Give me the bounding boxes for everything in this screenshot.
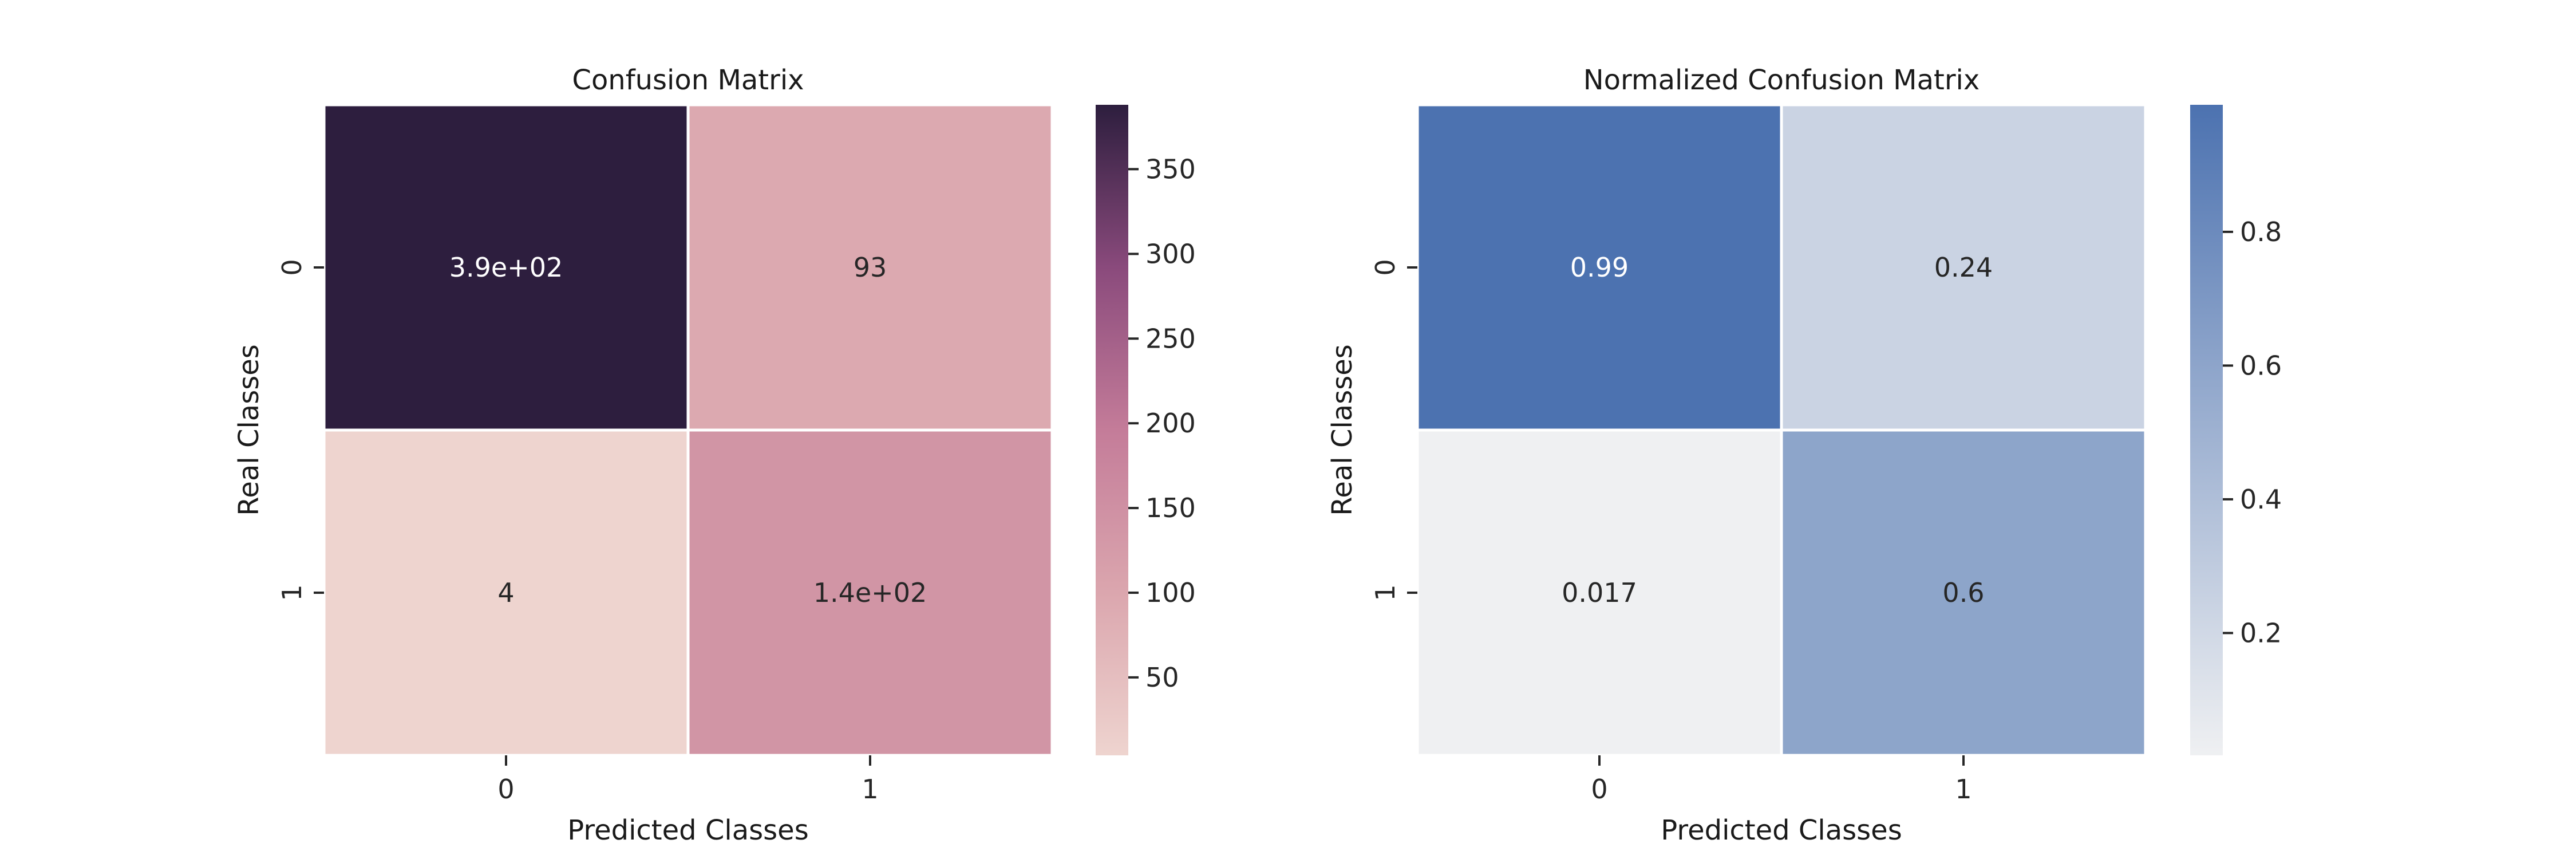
heatmap-cell-0-1 (1780, 103, 2147, 432)
x-tick-label: 1 (862, 774, 878, 805)
colorbar-tick-label: 300 (1145, 238, 1196, 269)
x-axis-label: Predicted Classes (567, 814, 808, 846)
chart-title: Normalized Confusion Matrix (1583, 64, 1980, 96)
y-axis-label: Real Classes (233, 344, 265, 516)
y-axis-label: Real Classes (1326, 344, 1358, 516)
y-tick-label: 0 (276, 259, 307, 275)
colorbar (2190, 105, 2223, 755)
x-tick-label: 1 (1955, 774, 1971, 805)
y-tick-label: 0 (1370, 259, 1401, 275)
heatmap-cell-0-0 (322, 103, 690, 432)
cell-annotation-0-1: 0.24 (1934, 252, 1993, 283)
colorbar-tick-label: 0.4 (2240, 484, 2282, 515)
colorbar-tick-label: 150 (1145, 492, 1196, 523)
colorbar-tick-label: 0.2 (2240, 617, 2282, 648)
colorbar-tick-label: 0.8 (2240, 216, 2282, 247)
colorbar-tick-label: 350 (1145, 153, 1196, 184)
x-tick-label: 0 (1591, 774, 1607, 805)
colorbar-tick-label: 100 (1145, 577, 1196, 608)
heatmap-cell-1-1 (686, 428, 1054, 757)
cell-annotation-1-1: 0.6 (1942, 577, 1984, 608)
x-axis-label: Predicted Classes (1661, 814, 1902, 846)
colorbar (1096, 105, 1128, 755)
heatmap-cell-0-0 (1416, 103, 1783, 432)
cell-annotation-0-1: 93 (854, 252, 887, 283)
colorbar-tick-label: 250 (1145, 323, 1196, 354)
cell-annotation-0-0: 0.99 (1570, 252, 1629, 283)
cell-annotation-1-0: 4 (497, 577, 514, 608)
cell-annotation-0-0: 3.9e+02 (449, 252, 563, 283)
cell-annotation-1-1: 1.4e+02 (813, 577, 927, 608)
colorbar-tick-label: 50 (1145, 662, 1179, 693)
heatmap-cell-1-0 (322, 428, 690, 757)
colorbar-tick-label: 0.6 (2240, 350, 2282, 381)
heatmap-cell-0-1 (686, 103, 1054, 432)
heatmap-cell-1-1 (1780, 428, 2147, 757)
y-tick-label: 1 (276, 584, 307, 601)
colorbar-tick-label: 200 (1145, 408, 1196, 439)
cell-annotation-1-0: 0.017 (1562, 577, 1637, 608)
x-tick-label: 0 (497, 774, 514, 805)
y-tick-label: 1 (1370, 584, 1401, 601)
heatmap-cell-1-0 (1416, 428, 1783, 757)
chart-title: Confusion Matrix (572, 64, 804, 96)
